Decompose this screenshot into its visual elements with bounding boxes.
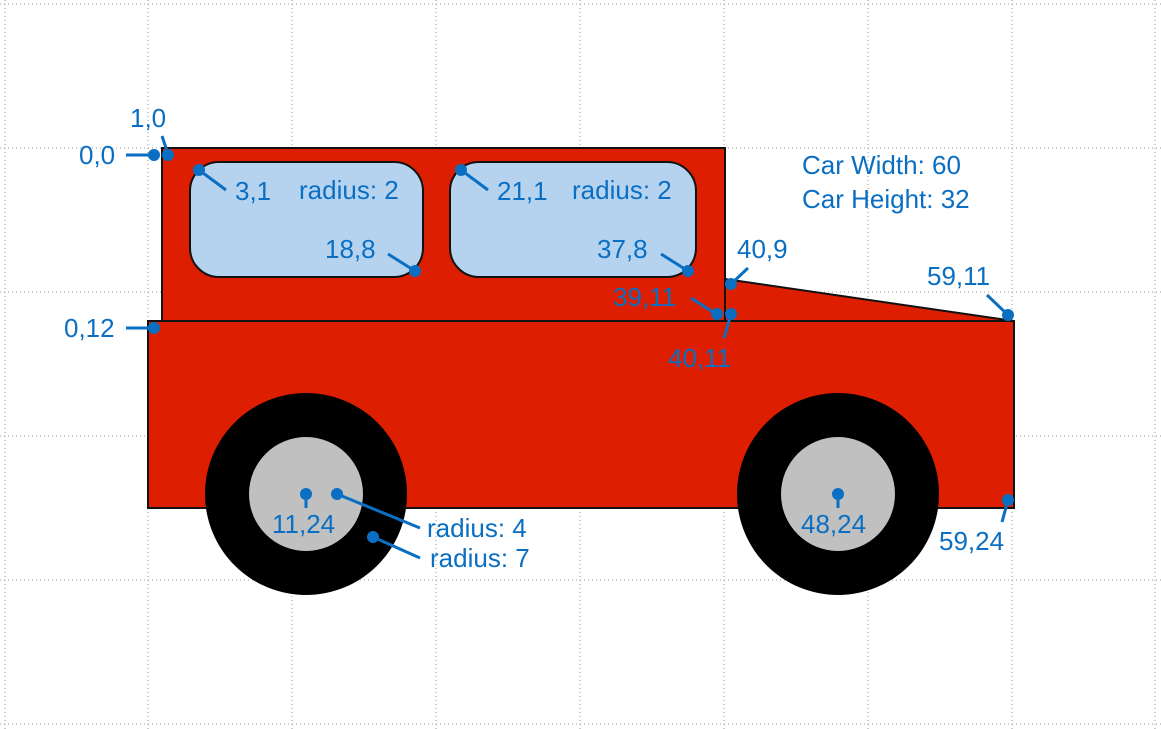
point-window2-br — [682, 265, 694, 277]
car-width-label: Car Width: 60 — [802, 150, 961, 180]
label-cabin-start: 1,0 — [130, 103, 166, 133]
point-window1-br — [409, 265, 421, 277]
point-cabin-corner — [711, 308, 723, 320]
point-rear-center — [300, 488, 312, 500]
point-hood-base — [725, 308, 737, 320]
label-cabin-corner: 39,11 — [613, 282, 676, 312]
label-rear-wheel-center: 11,24 — [272, 509, 335, 539]
point-window2-tl — [455, 164, 467, 176]
point-front-center — [832, 488, 844, 500]
label-origin: 0,0 — [79, 140, 115, 170]
label-window1-radius: radius: 2 — [299, 175, 399, 205]
rear-window — [189, 161, 424, 278]
point-origin — [148, 149, 160, 161]
point-nose — [1002, 309, 1014, 321]
label-front-wheel-center: 48,24 — [801, 509, 866, 539]
label-hood-top: 40,9 — [737, 234, 788, 264]
label-window2-br: 37,8 — [597, 234, 648, 264]
label-tire-radius: radius: 7 — [430, 543, 530, 573]
label-body-top: 0,12 — [64, 313, 115, 343]
leader-tire-radius — [372, 535, 421, 560]
label-window2-tl: 21,1 — [497, 176, 548, 206]
point-window1-tl — [193, 164, 205, 176]
point-bottom-right — [1002, 494, 1014, 506]
label-window2-radius: radius: 2 — [572, 175, 672, 205]
front-window — [449, 161, 697, 278]
label-window1-br: 18,8 — [325, 234, 376, 264]
leader-hub-radius — [336, 492, 421, 530]
label-nose: 59,11 — [927, 261, 990, 291]
car-height-label: Car Height: 32 — [802, 184, 970, 214]
label-window1-tl: 3,1 — [235, 176, 271, 206]
label-bottom-right: 59,24 — [939, 526, 1004, 556]
point-hub-edge — [331, 488, 343, 500]
label-hood-base: 40,11 — [668, 343, 731, 373]
point-body-top — [148, 322, 160, 334]
point-cabin-start — [162, 149, 174, 161]
point-tire-edge — [367, 531, 379, 543]
label-hub-radius: radius: 4 — [427, 513, 527, 543]
point-hood-top — [725, 278, 737, 290]
